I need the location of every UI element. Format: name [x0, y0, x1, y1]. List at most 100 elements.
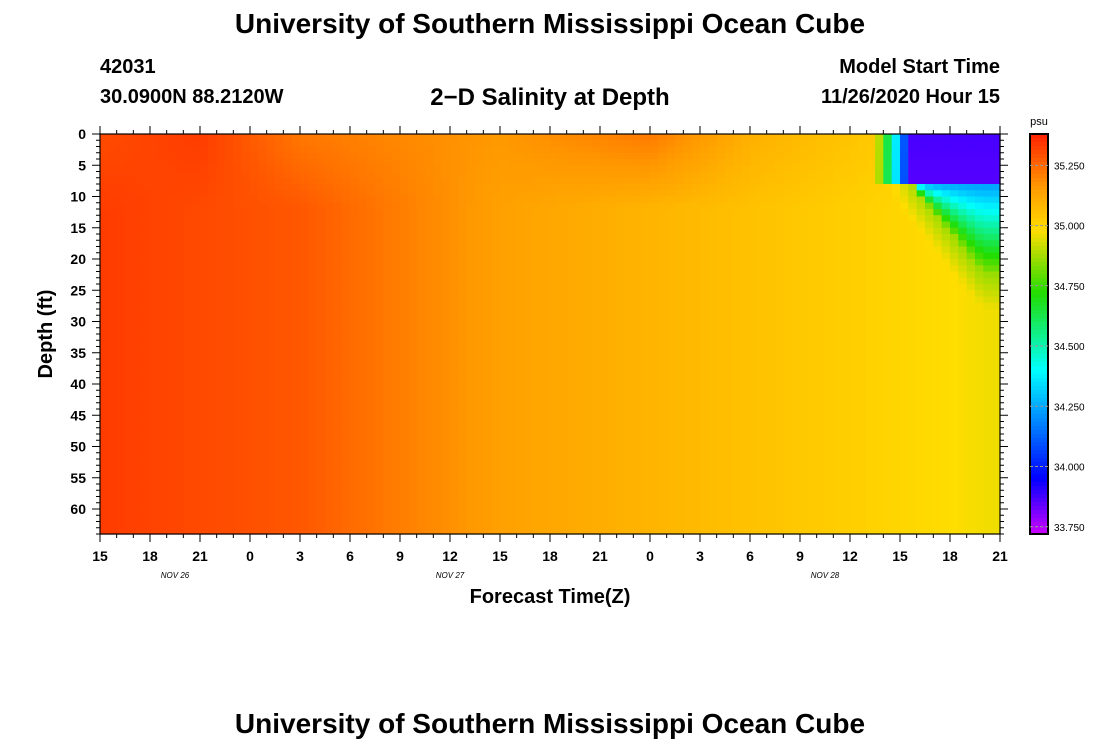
heatmap-cell	[616, 484, 626, 491]
heatmap-cell	[741, 371, 751, 379]
heatmap-cell	[541, 196, 551, 204]
heatmap-cell	[708, 365, 718, 373]
heatmap-cell	[566, 402, 576, 410]
heatmap-cell	[725, 352, 734, 360]
heatmap-cell	[525, 159, 534, 166]
heatmap-cell	[441, 346, 451, 354]
heatmap-cell	[450, 227, 459, 235]
heatmap-cell	[666, 315, 676, 323]
heatmap-cell	[608, 396, 618, 404]
heatmap-cell	[508, 165, 518, 173]
heatmap-cell	[516, 165, 526, 173]
heatmap-cell	[666, 365, 676, 373]
heatmap-cell	[625, 434, 634, 441]
heatmap-cell	[700, 134, 709, 141]
heatmap-cell	[141, 377, 151, 385]
heatmap-cell	[741, 184, 751, 191]
heatmap-cell	[533, 359, 543, 366]
heatmap-cell	[575, 309, 584, 316]
heatmap-cell	[341, 471, 351, 479]
heatmap-cell	[391, 390, 401, 398]
heatmap-cell	[100, 434, 109, 441]
heatmap-cell	[350, 152, 359, 160]
heatmap-cell	[550, 234, 559, 241]
heatmap-cell	[575, 152, 584, 160]
heatmap-cell	[700, 396, 709, 404]
heatmap-cell	[466, 271, 476, 279]
heatmap-cell	[400, 396, 409, 404]
heatmap-cell	[150, 359, 159, 366]
heatmap-cell	[608, 321, 618, 329]
heatmap-cell	[108, 302, 118, 310]
heatmap-cell	[575, 427, 584, 435]
heatmap-cell	[575, 315, 584, 323]
heatmap-cell	[175, 315, 184, 323]
heatmap-cell	[358, 184, 368, 191]
heatmap-cell	[491, 521, 501, 529]
heatmap-cell	[591, 396, 601, 404]
heatmap-cell	[133, 321, 143, 329]
heatmap-cell	[708, 490, 718, 498]
heatmap-cell	[641, 171, 651, 179]
heatmap-cell	[508, 371, 518, 379]
heatmap-cell	[175, 427, 184, 435]
heatmap-cell	[291, 390, 301, 398]
heatmap-cell	[558, 152, 568, 160]
heatmap-cell	[641, 459, 651, 466]
heatmap-cell	[716, 265, 726, 273]
heatmap-cell	[483, 509, 493, 516]
heatmap-cell	[208, 452, 218, 460]
heatmap-cell	[458, 352, 468, 360]
heatmap-cell	[591, 409, 601, 416]
heatmap-cell	[516, 271, 526, 279]
heatmap-cell	[675, 434, 684, 441]
heatmap-cell	[433, 334, 443, 341]
heatmap-cell	[100, 146, 109, 154]
heatmap-cell	[658, 477, 668, 485]
heatmap-cell	[433, 440, 443, 448]
heatmap-cell	[508, 465, 518, 473]
heatmap-cell	[666, 521, 676, 529]
heatmap-cell	[250, 421, 259, 429]
heatmap-cell	[666, 515, 676, 523]
heatmap-cell	[225, 502, 234, 510]
heatmap-cell	[450, 202, 459, 210]
heatmap-cell	[283, 359, 293, 366]
heatmap-cell	[175, 196, 184, 204]
heatmap-cell	[433, 340, 443, 348]
heatmap-cell	[325, 477, 334, 485]
heatmap-cell	[441, 421, 451, 429]
heatmap-cell	[550, 152, 559, 160]
heatmap-cell	[416, 459, 426, 466]
heatmap-cell	[233, 327, 243, 335]
heatmap-cell	[741, 221, 751, 229]
heatmap-cell	[716, 202, 726, 210]
heatmap-cell	[366, 509, 376, 516]
heatmap-cell	[666, 359, 676, 366]
heatmap-cell	[566, 221, 576, 229]
heatmap-cell	[258, 365, 268, 373]
heatmap-cell	[316, 196, 326, 204]
heatmap-cell	[158, 146, 168, 154]
heatmap-cell	[633, 277, 643, 285]
heatmap-cell	[283, 371, 293, 379]
heatmap-cell	[266, 152, 276, 160]
heatmap-cell	[458, 465, 468, 473]
heatmap-cell	[141, 396, 151, 404]
heatmap-cell	[358, 471, 368, 479]
heatmap-cell	[191, 265, 201, 273]
heatmap-cell	[341, 409, 351, 416]
heatmap-cell	[641, 402, 651, 410]
heatmap-cell	[433, 390, 443, 398]
heatmap-cell	[141, 146, 151, 154]
heatmap-cell	[358, 152, 368, 160]
heatmap-cell	[708, 240, 718, 248]
heatmap-cell	[691, 240, 701, 248]
heatmap-cell	[241, 252, 251, 260]
heatmap-cell	[475, 427, 484, 435]
heatmap-cell	[408, 434, 418, 441]
heatmap-cell	[416, 502, 426, 510]
heatmap-cell	[508, 252, 518, 260]
heatmap-cell	[658, 196, 668, 204]
heatmap-cell	[683, 334, 693, 341]
